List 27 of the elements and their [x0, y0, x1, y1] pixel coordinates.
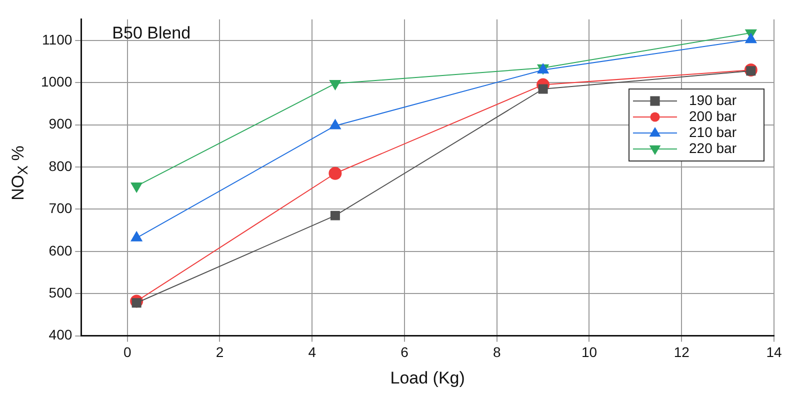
x-tick-label: 14	[766, 344, 782, 360]
x-tick-label: 8	[492, 344, 501, 360]
y-tick-label: 500	[48, 284, 72, 300]
point	[538, 84, 548, 94]
y-tick-label: 1100	[42, 31, 72, 48]
x-tick-label: 12	[674, 344, 690, 360]
x-tick-label: 6	[400, 344, 409, 360]
y-tick-label: 700	[48, 200, 72, 216]
legend-label: 220 bar	[689, 140, 737, 156]
legend-label: 200 bar	[689, 108, 737, 124]
point	[330, 210, 340, 220]
chart-title: B50 Blend	[112, 24, 191, 43]
point	[329, 119, 341, 130]
x-tick-label: 10	[581, 344, 598, 360]
y-tick-label: 1000	[40, 74, 72, 90]
legend-label: 190 bar	[689, 92, 737, 108]
x-axis-title: Load (Kg)	[390, 368, 465, 388]
legend-label: 210 bar	[689, 124, 737, 140]
y-tick-label: 600	[48, 242, 72, 258]
x-tick-label: 4	[308, 344, 316, 360]
point	[745, 33, 757, 44]
point	[328, 166, 342, 180]
y-tick-label: 900	[48, 116, 72, 132]
x-tick-label: 2	[216, 344, 224, 360]
x-tick-label: 0	[123, 344, 132, 360]
y-tick-label: 400	[48, 326, 72, 343]
y-tick-label: 800	[48, 158, 72, 174]
